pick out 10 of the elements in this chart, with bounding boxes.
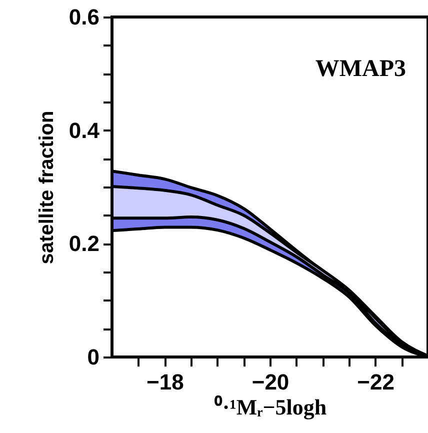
y-tick-label: 0.6 [68,4,100,30]
x-tick-label: −18 [146,370,184,394]
y-tick-label: 0 [87,344,100,370]
x-axis-title: ⁰·¹Mᵣ−5logh [214,394,327,420]
annotation: WMAP3 [315,56,406,82]
x-tick-label: −22 [357,370,394,394]
y-tick-label: 0.2 [68,231,100,256]
x-tick-label: −20 [252,370,290,394]
y-tick-label: 0.4 [68,118,100,143]
y-axis-title: satellite fraction [36,110,58,264]
